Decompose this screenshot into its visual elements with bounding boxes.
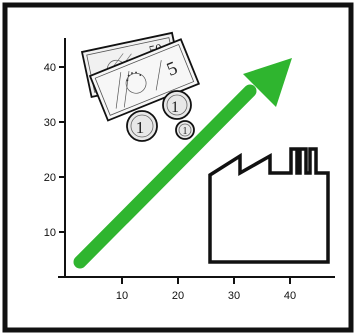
coin-denomination: 1 [183,126,188,137]
growth-arrow-shaft [73,84,257,269]
coin: 1 [175,120,195,140]
banknote-front: 5 [88,38,201,122]
axes: 40 30 20 10 10 20 30 40 [44,38,335,302]
growth-arrow-head [243,58,292,107]
factory-icon [208,147,330,264]
x-tick-label: 20 [172,290,184,302]
y-tick-label: 40 [44,62,56,74]
coin: 1 [162,90,192,120]
growth-arrow-icon [73,58,292,269]
y-tick-label: 10 [44,227,56,239]
y-tick-label: 30 [44,117,56,129]
x-tick-label: 40 [284,290,296,302]
x-tick-label: 30 [228,290,240,302]
coins: 1 1 1 [126,90,195,142]
coin-denomination: 1 [136,118,145,137]
x-tick-label: 10 [116,290,128,302]
y-tick-label: 20 [44,172,56,184]
banknotes: 50 5 [80,31,201,122]
coin-denomination: 1 [171,99,179,116]
coin: 1 [126,110,158,142]
